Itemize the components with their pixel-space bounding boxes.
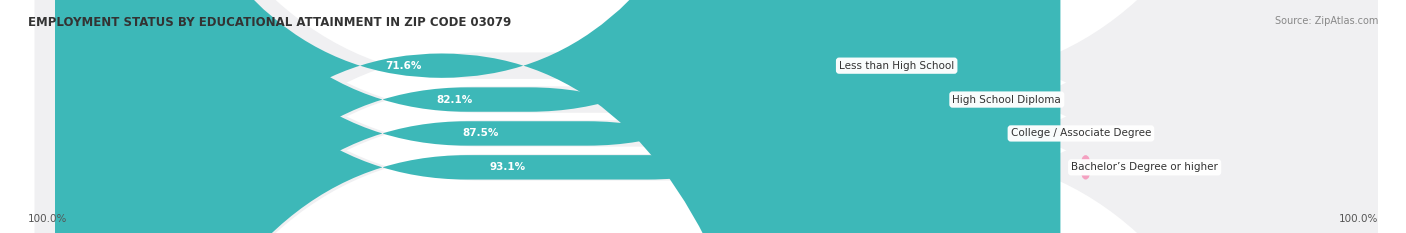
Text: 2.3%: 2.3%: [872, 61, 898, 71]
FancyBboxPatch shape: [848, 53, 859, 78]
Text: Bachelor’s Degree or higher: Bachelor’s Degree or higher: [1071, 162, 1218, 172]
FancyBboxPatch shape: [55, 0, 1060, 233]
FancyBboxPatch shape: [55, 0, 828, 233]
Text: 100.0%: 100.0%: [28, 214, 67, 224]
FancyBboxPatch shape: [55, 0, 942, 233]
Text: 93.1%: 93.1%: [489, 162, 526, 172]
Text: 2.3%: 2.3%: [986, 95, 1012, 105]
Text: High School Diploma: High School Diploma: [952, 95, 1062, 105]
FancyBboxPatch shape: [35, 0, 1378, 233]
FancyBboxPatch shape: [35, 0, 1378, 233]
FancyBboxPatch shape: [962, 87, 972, 112]
FancyBboxPatch shape: [35, 0, 1378, 233]
Text: 82.1%: 82.1%: [436, 95, 472, 105]
FancyBboxPatch shape: [55, 0, 1000, 233]
FancyBboxPatch shape: [1081, 155, 1091, 180]
Text: EMPLOYMENT STATUS BY EDUCATIONAL ATTAINMENT IN ZIP CODE 03079: EMPLOYMENT STATUS BY EDUCATIONAL ATTAINM…: [28, 16, 512, 29]
FancyBboxPatch shape: [1021, 121, 1032, 146]
Text: 71.6%: 71.6%: [385, 61, 422, 71]
Text: Less than High School: Less than High School: [839, 61, 955, 71]
Text: College / Associate Degree: College / Associate Degree: [1011, 128, 1152, 138]
Text: Source: ZipAtlas.com: Source: ZipAtlas.com: [1274, 16, 1378, 26]
Text: 100.0%: 100.0%: [1339, 214, 1378, 224]
Text: 2.3%: 2.3%: [1104, 162, 1130, 172]
Text: 2.6%: 2.6%: [1045, 128, 1071, 138]
Text: 87.5%: 87.5%: [463, 128, 499, 138]
FancyBboxPatch shape: [35, 0, 1378, 233]
